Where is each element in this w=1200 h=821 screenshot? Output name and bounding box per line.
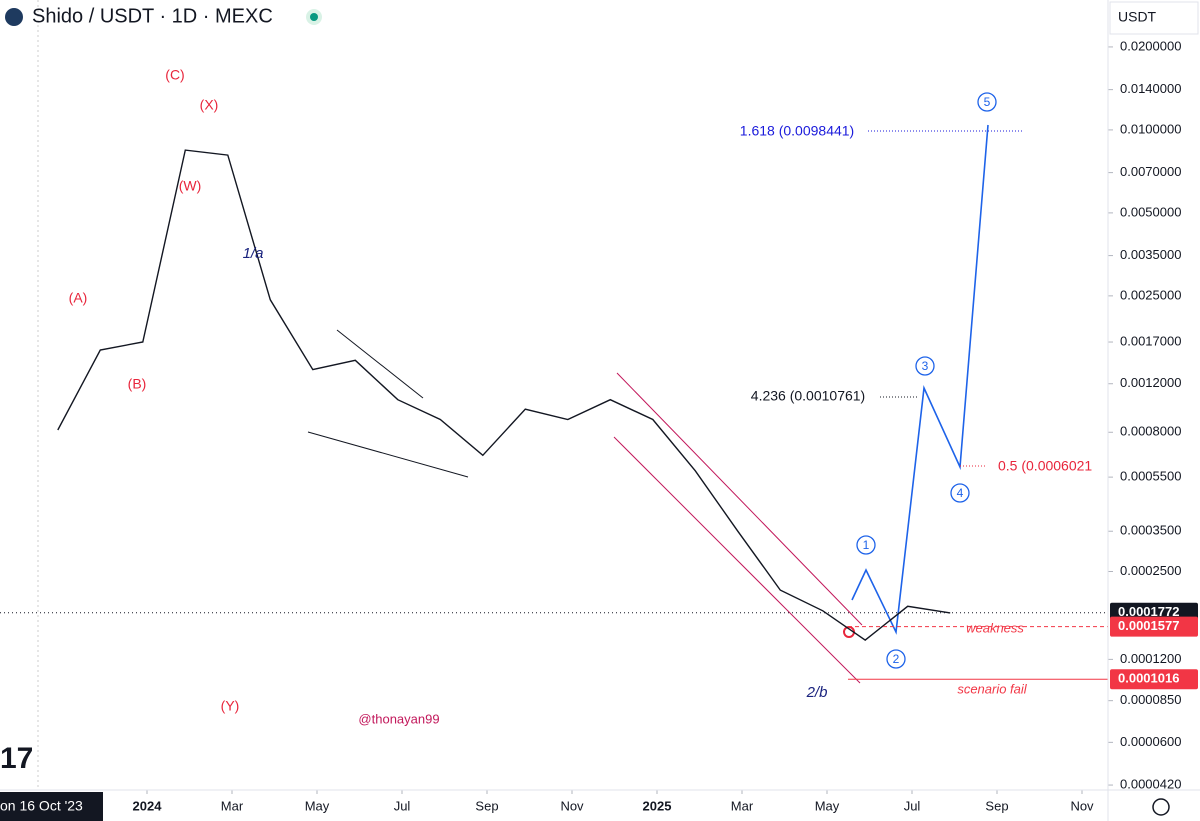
level-note: scenario fail (957, 681, 1027, 696)
currency[interactable]: USDT (1118, 9, 1157, 25)
data-layer: 0.0200000 0.0140000 0.0100000 0.0070000 0.00… (0, 38, 1198, 813)
price-badge-label: 0.0001772 (1118, 604, 1179, 619)
y-tick-label: 0.0012000 (1120, 375, 1181, 390)
y-tick-label: 0.0000850 (1120, 692, 1181, 707)
y-tick-label: 0.0000420 (1120, 776, 1181, 791)
annotation: (C) (165, 67, 184, 83)
y-tick-label: 0.0008000 (1120, 424, 1181, 439)
y-tick-label: 0.0070000 (1120, 164, 1181, 179)
price-line (57, 149, 951, 641)
y-tick-label: 0.0050000 (1120, 204, 1181, 219)
wedge-line (307, 431, 469, 478)
price-badge-label: 0.0001577 (1118, 618, 1179, 633)
annotation: (Y) (221, 698, 240, 714)
wave-circle (856, 535, 876, 555)
channel-line (613, 436, 861, 684)
logo: 17 (0, 742, 33, 775)
wave-circle (915, 356, 935, 376)
price-badge (1110, 669, 1198, 690)
drawings (37, 0, 1022, 790)
annotation: 1.618 (0.0098441) (740, 123, 854, 139)
annotation: (X) (200, 97, 219, 113)
wave-number: 2 (893, 652, 900, 666)
x-tick-label: 2025 (643, 798, 672, 813)
y-tick-label: 0.0200000 (1120, 38, 1181, 53)
x-tick-label: 2024 (133, 798, 163, 813)
channel-line (616, 372, 863, 626)
wave-circle (977, 92, 997, 112)
x-tick-label: Jul (904, 798, 921, 813)
price-badge (1110, 616, 1198, 637)
x-tick-label: Jul (394, 798, 411, 813)
wave-number: 4 (957, 486, 964, 500)
annotation: (B) (128, 376, 147, 392)
wave-circle (950, 483, 970, 503)
y-tick-label: 0.0100000 (1120, 121, 1181, 136)
start-label-box (0, 792, 103, 821)
y-tick-label: 0.0002500 (1120, 563, 1181, 578)
y-tick-label: 0.0003500 (1120, 523, 1181, 538)
annotation: 2/b (806, 684, 828, 701)
annotation: (A) (69, 290, 88, 306)
settings-icon[interactable] (1152, 798, 1170, 816)
wave-number: 1 (863, 538, 870, 552)
x-tick-label: Mar (731, 798, 754, 813)
annotation: 0.5 (0.0006021 (998, 458, 1092, 474)
x-tick-label: Nov (1070, 798, 1094, 813)
currency-box[interactable] (1109, 1, 1199, 35)
projection (851, 124, 989, 635)
price-badge-label: 0.0001016 (1118, 671, 1179, 686)
annotation: 4.236 (0.0010761) (751, 388, 865, 404)
x-tick-label: May (305, 798, 330, 813)
wedge-line (336, 329, 424, 399)
x-tick-label: Mar (221, 798, 244, 813)
y-tick-label: 0.0005500 (1120, 469, 1181, 484)
wave-number: 3 (922, 359, 929, 373)
wave-circle (886, 649, 906, 669)
annotation: 1/a (243, 245, 264, 262)
watermark: @thonayan99 (358, 711, 439, 726)
coin-icon (5, 8, 23, 26)
y-tick-label: 0.0001200 (1120, 651, 1181, 666)
start-label: on 16 Oct '23 (0, 798, 83, 814)
y-tick-label: 0.0035000 (1120, 247, 1181, 262)
chart-title: Shido / USDT · 1D · MEXC (32, 5, 273, 27)
y-tick-label: 0.0025000 (1120, 287, 1181, 302)
y-tick-label: 0.0140000 (1120, 81, 1181, 96)
x-tick-label: Nov (560, 798, 584, 813)
x-tick-label: Sep (475, 798, 498, 813)
status-dot-inner (310, 13, 318, 21)
annotation: (W) (179, 178, 202, 194)
wave-number: 5 (984, 95, 991, 109)
y-tick-label: 0.0000600 (1120, 734, 1181, 749)
y-tick-label: 0.0017000 (1120, 333, 1181, 348)
x-tick-label: Sep (985, 798, 1008, 813)
level-note: weakness (966, 620, 1024, 635)
x-tick-label: May (815, 798, 840, 813)
